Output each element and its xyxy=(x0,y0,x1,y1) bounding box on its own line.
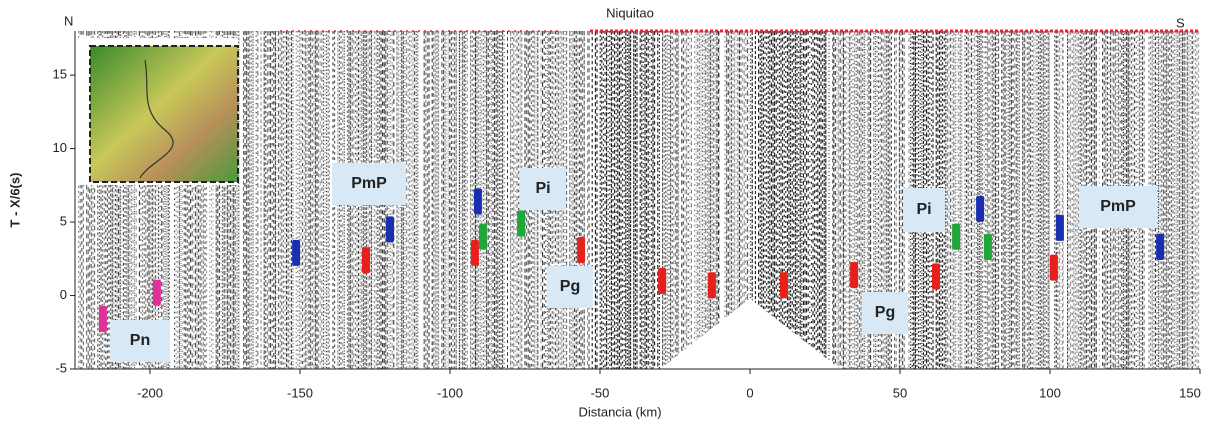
x-tick-label: 150 xyxy=(1179,385,1201,400)
trace-gap xyxy=(720,31,724,369)
inset-map xyxy=(89,45,239,183)
trace-gap xyxy=(330,31,332,369)
pick xyxy=(98,306,107,333)
x-tick-label: -50 xyxy=(591,385,610,400)
annotation: PmP xyxy=(1100,198,1136,215)
x-tick-label: -100 xyxy=(437,385,463,400)
pick xyxy=(577,236,586,263)
pick xyxy=(983,234,992,261)
pick xyxy=(479,223,487,250)
x-tick-label: 100 xyxy=(1039,385,1061,400)
annotation: PmP xyxy=(351,175,387,192)
y-tick-label: 5 xyxy=(60,213,67,228)
seismic-traces xyxy=(78,29,1200,369)
annotation: Pi xyxy=(535,180,550,197)
annotation: Pn xyxy=(130,332,150,349)
pick xyxy=(658,267,667,294)
annotation: Pg xyxy=(560,278,580,295)
chart-title: Niquitao xyxy=(606,5,654,20)
annotation-box xyxy=(520,168,566,210)
trace-gap xyxy=(505,31,507,369)
pick xyxy=(517,210,526,237)
start-label: N xyxy=(64,13,73,28)
pick xyxy=(292,239,301,266)
y-tick-label: 10 xyxy=(53,140,67,155)
x-tick-label: -200 xyxy=(137,385,163,400)
map-border xyxy=(139,59,174,179)
annotation-box xyxy=(903,188,945,232)
trace-gap xyxy=(170,31,174,369)
pick xyxy=(932,263,940,290)
pick xyxy=(952,223,961,250)
pick xyxy=(850,261,859,288)
pick xyxy=(1055,214,1064,241)
trace-gap xyxy=(1064,31,1067,369)
trace-gap xyxy=(830,31,832,369)
pick xyxy=(470,239,479,266)
trace-gap xyxy=(420,31,423,369)
annotation-box xyxy=(1079,186,1157,228)
annotation-box xyxy=(862,292,908,334)
trace-gap xyxy=(1050,31,1054,369)
y-tick-label: -5 xyxy=(55,360,67,375)
trace-gap xyxy=(585,31,587,369)
pick xyxy=(976,195,985,222)
pick xyxy=(362,247,370,274)
x-axis-label: Distancia (km) xyxy=(578,404,661,419)
x-tick-label: 0 xyxy=(746,385,753,400)
annotation: Pi xyxy=(916,201,931,218)
pick xyxy=(386,216,394,243)
annotation-box xyxy=(110,320,170,362)
end-label: S xyxy=(1176,15,1185,30)
annotation: Pg xyxy=(875,304,895,321)
x-tick-label: 50 xyxy=(893,385,907,400)
pick xyxy=(1156,234,1165,261)
annotation-box xyxy=(332,163,406,205)
pick xyxy=(707,272,716,299)
pick xyxy=(779,272,788,299)
pick xyxy=(473,188,482,215)
y-tick-label: 15 xyxy=(53,67,67,82)
annotation-box xyxy=(547,266,593,308)
pick xyxy=(1049,254,1058,281)
y-tick-label: 0 xyxy=(60,287,67,302)
x-tick-label: -150 xyxy=(287,385,313,400)
trace-gap xyxy=(240,31,243,369)
pick xyxy=(152,279,161,306)
mute-zone xyxy=(660,298,840,369)
y-axis-label: T - X/6(s) xyxy=(7,173,22,228)
